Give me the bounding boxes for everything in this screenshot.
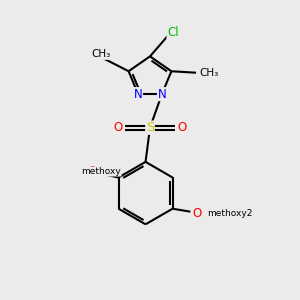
Text: N: N [134,88,142,100]
Text: O: O [87,165,96,178]
Text: CH₃: CH₃ [200,68,219,78]
Text: S: S [146,121,154,134]
Text: methoxy2: methoxy2 [207,209,252,218]
Text: N: N [158,88,166,100]
Text: O: O [178,121,187,134]
Text: Cl: Cl [167,26,179,39]
Text: methoxy: methoxy [81,167,121,176]
Text: O: O [192,207,201,220]
Text: O: O [113,121,122,134]
Text: CH₃: CH₃ [91,49,111,59]
